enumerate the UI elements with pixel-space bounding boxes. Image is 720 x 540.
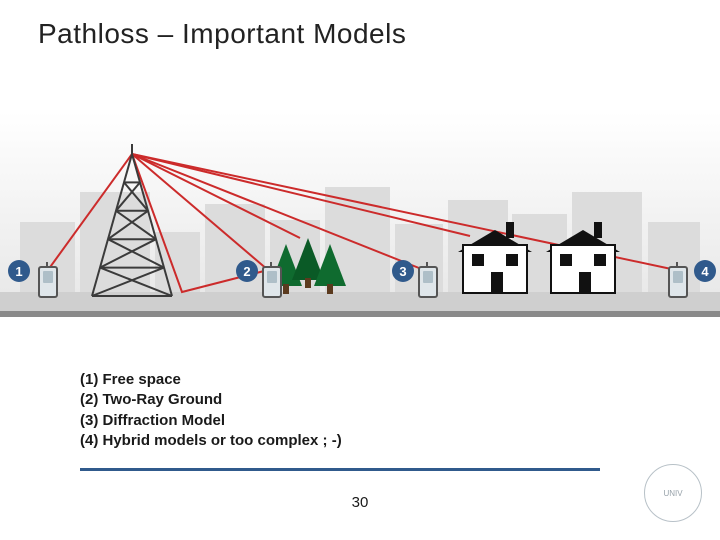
scenario-badge: 3 — [392, 260, 414, 282]
mobile-phone-icon — [38, 266, 58, 298]
legend-item: (2) Two-Ray Ground — [80, 390, 342, 410]
page-number: 30 — [0, 494, 720, 511]
scene-objects: 1 2 3 4 — [0, 112, 720, 317]
scenario-badge: 4 — [694, 260, 716, 282]
legend-item: (1) Free space — [80, 370, 342, 390]
pathloss-scene: 1 2 3 4 — [0, 112, 720, 317]
scenario-badge: 2 — [236, 260, 258, 282]
mobile-phone-icon — [262, 266, 282, 298]
scenario-badge: 1 — [8, 260, 30, 282]
footer-divider — [80, 468, 600, 471]
model-legend: (1) Free space (2) Two-Ray Ground (3) Di… — [80, 370, 342, 451]
legend-item: (3) Diffraction Model — [80, 411, 342, 431]
tree-icon — [314, 244, 346, 286]
legend-item: (4) Hybrid models or too complex ; -) — [80, 431, 342, 451]
university-logo: UNIV — [644, 464, 702, 522]
slide-title: Pathloss – Important Models — [38, 18, 406, 50]
mobile-phone-icon — [668, 266, 688, 298]
house-icon — [550, 230, 616, 294]
mobile-phone-icon — [418, 266, 438, 298]
house-icon — [462, 230, 528, 294]
